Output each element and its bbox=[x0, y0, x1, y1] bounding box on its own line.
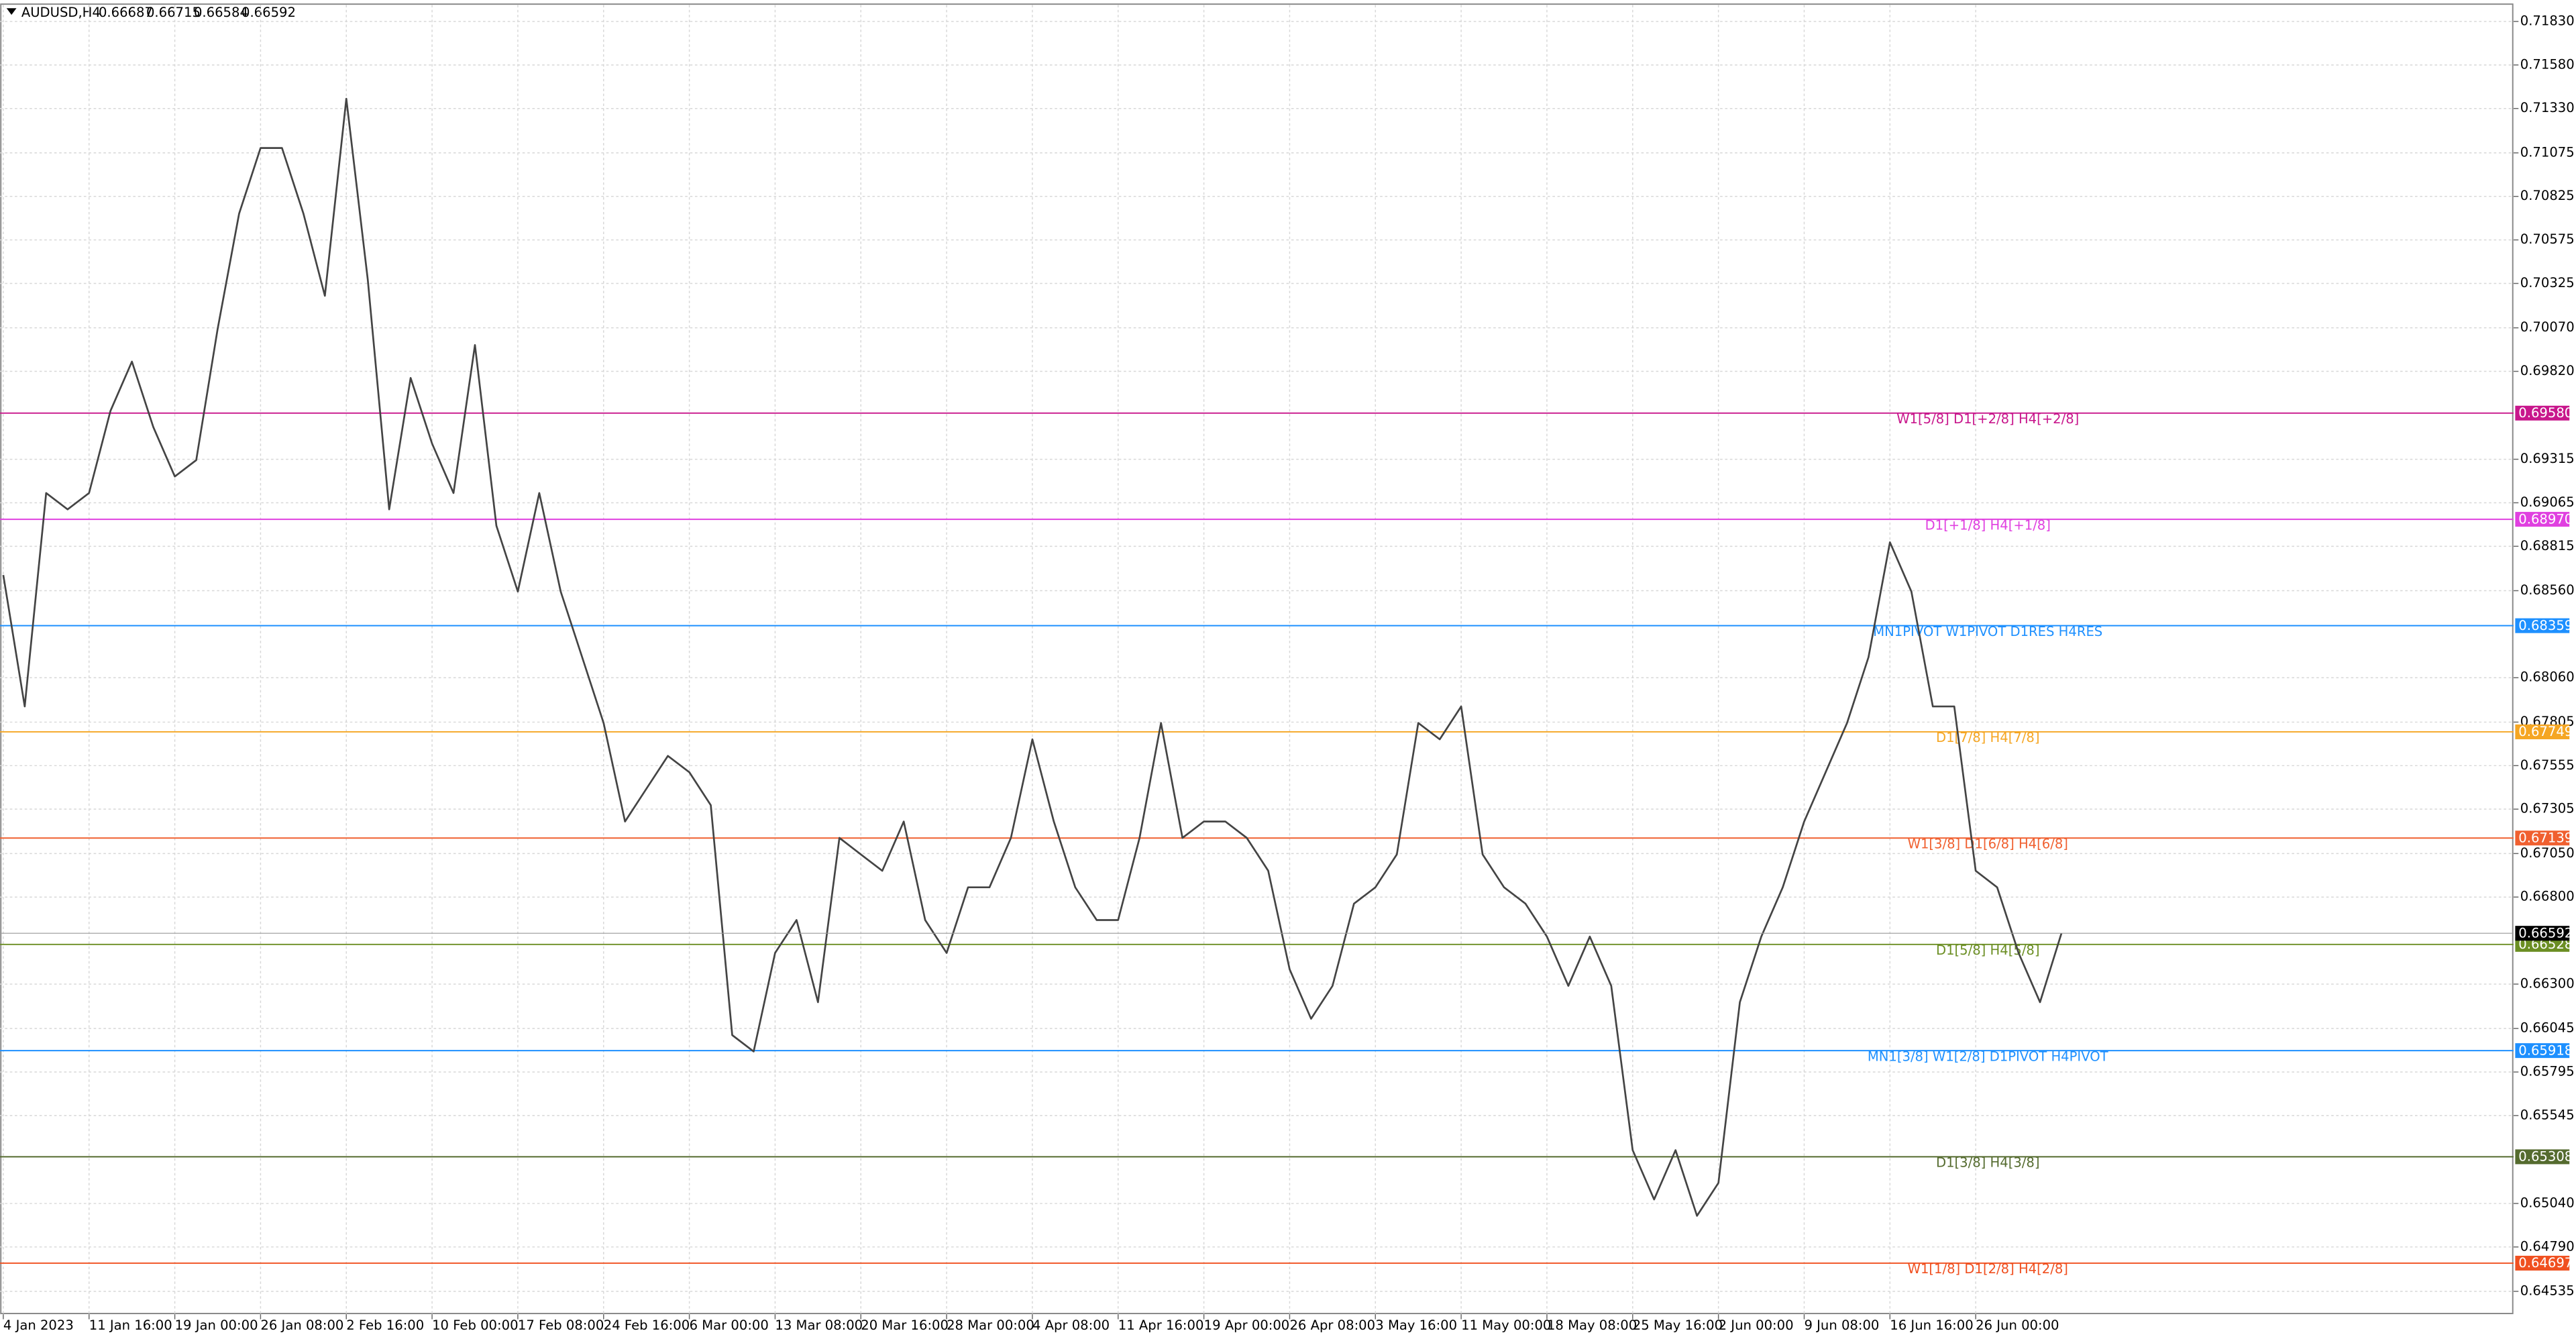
x-tick-label: 19 Jan 00:00 bbox=[175, 1318, 258, 1333]
x-tick-label: 26 Apr 08:00 bbox=[1289, 1318, 1375, 1333]
x-tick-label: 4 Apr 08:00 bbox=[1032, 1318, 1110, 1333]
x-tick-label: 6 Mar 00:00 bbox=[690, 1318, 769, 1333]
menu-triangle[interactable] bbox=[6, 8, 17, 15]
x-tick-label: 16 Jun 16:00 bbox=[1890, 1318, 1973, 1333]
x-tick-label: 28 Mar 00:00 bbox=[947, 1318, 1034, 1333]
high: 0.66715 bbox=[146, 5, 201, 20]
price-box bbox=[2515, 618, 2570, 633]
y-tick-label: 0.69065 bbox=[2520, 494, 2575, 510]
y-tick-label: 0.71330 bbox=[2520, 100, 2575, 115]
y-tick-label: 0.71075 bbox=[2520, 144, 2575, 160]
x-tick-label: 26 Jun 00:00 bbox=[1976, 1318, 2059, 1333]
current-price-label: 0.66592 bbox=[2518, 925, 2573, 941]
level-label: MN1PIVOT W1PIVOT D1RES H4RES bbox=[1873, 624, 2102, 639]
level-label: D1[3/8] H4[3/8] bbox=[1936, 1155, 2040, 1171]
x-tick-label: 24 Feb 16:00 bbox=[604, 1318, 690, 1333]
y-tick-label: 0.71830 bbox=[2520, 13, 2575, 28]
x-tick-label: 3 May 16:00 bbox=[1375, 1318, 1457, 1333]
price-box bbox=[2515, 1149, 2570, 1165]
price-box bbox=[2515, 512, 2570, 527]
price-box bbox=[2515, 831, 2570, 846]
x-tick-label: 4 Jan 2023 bbox=[3, 1318, 74, 1333]
y-tick-label: 0.65040 bbox=[2520, 1195, 2575, 1210]
plot-frame bbox=[0, 3, 2514, 1314]
x-tick-label: 11 May 00:00 bbox=[1461, 1318, 1551, 1333]
y-tick-label: 0.71580 bbox=[2520, 56, 2575, 72]
price-box-label: 0.67749 bbox=[2518, 724, 2573, 739]
x-tick-label: 11 Apr 16:00 bbox=[1118, 1318, 1204, 1333]
level-label: W1[3/8] D1[6/8] H4[6/8] bbox=[1908, 837, 2068, 852]
price-box-label: 0.65308 bbox=[2518, 1149, 2573, 1165]
level-label: W1[1/8] D1[2/8] H4[2/8] bbox=[1908, 1261, 2068, 1277]
price-box-label: 0.65918 bbox=[2518, 1042, 2573, 1058]
y-tick-label: 0.66800 bbox=[2520, 889, 2575, 904]
y-tick-label: 0.70325 bbox=[2520, 275, 2575, 290]
price-box bbox=[2515, 1043, 2570, 1059]
y-tick-label: 0.67555 bbox=[2520, 757, 2575, 773]
level-label: D1[5/8] H4[5/8] bbox=[1936, 943, 2040, 958]
price-box bbox=[2515, 405, 2570, 421]
x-tick-label: 25 May 16:00 bbox=[1633, 1318, 1723, 1333]
x-tick-label: 2 Jun 00:00 bbox=[1719, 1318, 1794, 1333]
open: 0.66687 bbox=[99, 5, 153, 20]
y-tick-label: 0.66300 bbox=[2520, 975, 2575, 991]
y-tick-label: 0.67050 bbox=[2520, 845, 2575, 861]
y-tick-label: 0.68060 bbox=[2520, 670, 2575, 685]
x-tick-label: 20 Mar 16:00 bbox=[861, 1318, 949, 1333]
symbol: AUDUSD,H4 bbox=[21, 5, 101, 20]
y-tick-label: 0.68815 bbox=[2520, 538, 2575, 553]
y-tick-label: 0.68560 bbox=[2520, 582, 2575, 598]
y-tick-label: 0.65795 bbox=[2520, 1064, 2575, 1079]
price-box-label: 0.69580 bbox=[2518, 405, 2573, 421]
price-box bbox=[2515, 724, 2570, 739]
y-tick-label: 0.70070 bbox=[2520, 319, 2575, 335]
x-tick-label: 19 Apr 00:00 bbox=[1204, 1318, 1290, 1333]
y-tick-label: 0.70825 bbox=[2520, 188, 2575, 203]
close: 0.66592 bbox=[241, 5, 296, 20]
x-tick-label: 18 May 08:00 bbox=[1547, 1318, 1637, 1333]
price-box-label: 0.67139 bbox=[2518, 830, 2573, 845]
y-tick-label: 0.64790 bbox=[2520, 1238, 2575, 1254]
x-tick-label: 13 Mar 08:00 bbox=[775, 1318, 863, 1333]
level-label: MN1[3/8] W1[2/8] D1PIVOT H4PIVOT bbox=[1868, 1049, 2109, 1064]
low: 0.66584 bbox=[194, 5, 248, 20]
x-tick-label: 17 Feb 08:00 bbox=[518, 1318, 604, 1333]
x-tick-label: 11 Jan 16:00 bbox=[89, 1318, 172, 1333]
price-line bbox=[2, 97, 2063, 1217]
price-box-label: 0.68970 bbox=[2518, 511, 2573, 527]
price-box-label: 0.68359 bbox=[2518, 618, 2573, 633]
y-tick-label: 0.67305 bbox=[2520, 801, 2575, 816]
x-tick-label: 10 Feb 00:00 bbox=[432, 1318, 518, 1333]
y-tick-label: 0.66045 bbox=[2520, 1020, 2575, 1036]
x-tick-label: 9 Jun 08:00 bbox=[1804, 1318, 1879, 1333]
x-tick-label: 26 Jan 08:00 bbox=[260, 1318, 343, 1333]
y-tick-label: 0.69315 bbox=[2520, 451, 2575, 466]
y-tick-label: 0.65545 bbox=[2520, 1107, 2575, 1122]
price-box-label: 0.64697 bbox=[2518, 1255, 2573, 1271]
level-label: W1[5/8] D1[+2/8] H4[+2/8] bbox=[1896, 411, 2079, 427]
price-box bbox=[2515, 1255, 2570, 1271]
y-tick-label: 0.69820 bbox=[2520, 363, 2575, 378]
x-tick-label: 2 Feb 16:00 bbox=[346, 1318, 424, 1333]
level-label: D1[+1/8] H4[+1/8] bbox=[1925, 517, 2051, 533]
price-box bbox=[2515, 936, 2570, 952]
level-label: D1[7/8] H4[7/8] bbox=[1936, 730, 2040, 745]
current-price-box bbox=[2515, 926, 2570, 941]
y-tick-label: 0.70575 bbox=[2520, 231, 2575, 247]
y-tick-label: 0.64535 bbox=[2520, 1283, 2575, 1298]
